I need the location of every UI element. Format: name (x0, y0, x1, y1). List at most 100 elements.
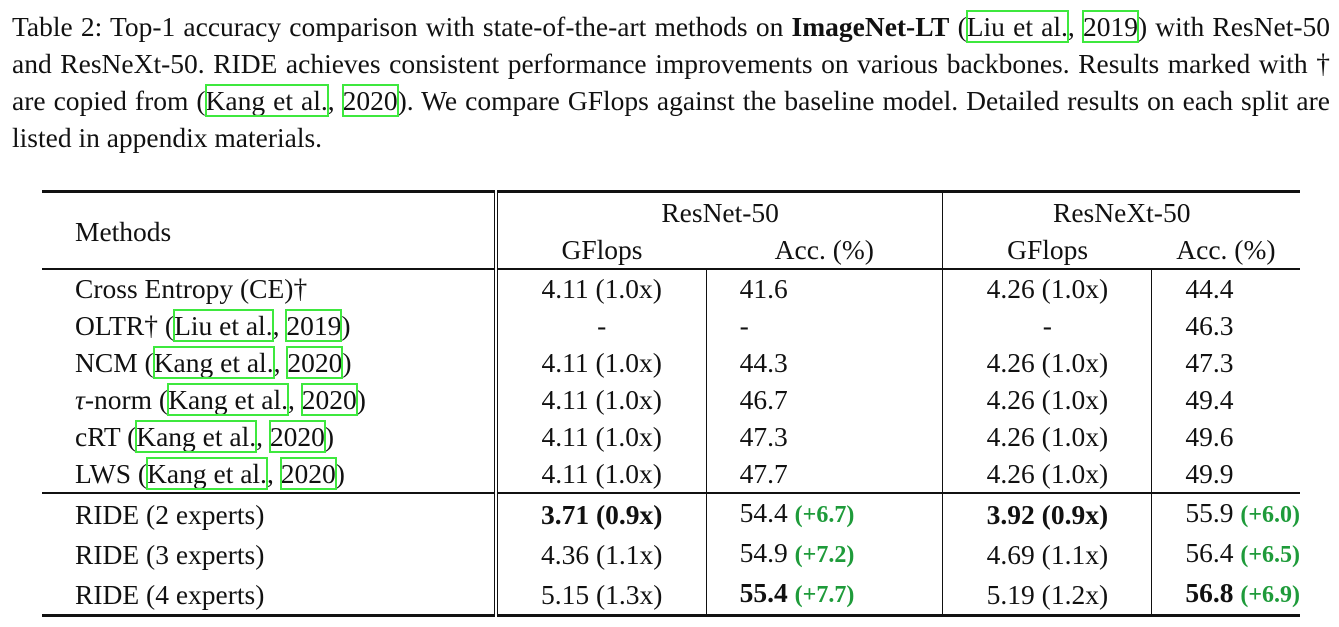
acc-resnet: - (705, 307, 943, 344)
citation-link-year[interactable]: 2020 (300, 383, 358, 416)
method-label-end: ) (335, 458, 345, 489)
method-label: cRT ( (75, 421, 137, 452)
header-acc: Acc. (%) (774, 234, 874, 265)
table-header: Methods ResNet-50 ResNeXt-50 GFlops Acc.… (42, 190, 1300, 269)
acc-resnext: 55.9 (1185, 497, 1234, 528)
table-row: τ-norm (Kang et al., 2020) 4.11 (1.0x) 4… (42, 381, 1300, 418)
gflops-resnet: - (493, 307, 707, 344)
acc-gain-resnet: (+7.2) (794, 542, 855, 568)
gflops-resnet: 4.11 (1.0x) (493, 455, 707, 493)
acc-resnext-cell: 56.4 (+6.5) (1151, 534, 1300, 574)
acc-resnet-cell: 55.4 (+7.7) (705, 574, 943, 617)
table-row: RIDE (4 experts) 5.15 (1.3x) 55.4 (+7.7)… (42, 574, 1300, 617)
table-row: RIDE (3 experts) 4.36 (1.1x) 54.9 (+7.2)… (42, 534, 1300, 574)
citation-link-kang-author[interactable]: Kang et al. (204, 84, 329, 117)
acc-gain-resnext: (+6.9) (1240, 582, 1300, 608)
method-label-end: ) (356, 384, 366, 415)
method-name: Cross Entropy (CE)† (42, 268, 496, 307)
table-row: RIDE (2 experts) 3.71 (0.9x) 54.4 (+6.7)… (42, 492, 1300, 534)
citation-link-author[interactable]: Kang et al. (152, 346, 275, 379)
method-label: LWS ( (75, 458, 148, 489)
gflops-resnext: 4.26 (1.0x) (942, 344, 1152, 381)
method-label: -norm ( (84, 384, 169, 415)
citation-link-liu-author[interactable]: Liu et al. (965, 10, 1069, 43)
header-gflops: GFlops (942, 231, 1152, 269)
table-row: NCM (Kang et al., 2020) 4.11 (1.0x) 44.3… (42, 344, 1300, 381)
citation-link-year[interactable]: 2019 (285, 309, 343, 342)
gflops-resnet: 3.71 (0.9x) (493, 492, 707, 534)
citation-link-author[interactable]: Liu et al. (173, 309, 274, 342)
citation-separator: , (287, 384, 302, 415)
acc-gain-resnet: (+6.7) (794, 502, 855, 528)
acc-resnext: 56.8 (1185, 577, 1234, 608)
gflops-resnext: 4.69 (1.1x) (942, 534, 1152, 574)
header-resnet50: ResNet-50 (493, 190, 943, 231)
dataset-name: ImageNet-LT (791, 11, 950, 42)
acc-gain-resnext: (+6.0) (1240, 502, 1300, 528)
method-name: LWS (Kang et al., 2020) (42, 455, 496, 493)
gflops-resnet: 5.15 (1.3x) (493, 574, 707, 617)
acc-resnet: 46.7 (705, 381, 943, 418)
table-row: LWS (Kang et al., 2020) 4.11 (1.0x) 47.7… (42, 455, 1300, 493)
citation-link-kang-year[interactable]: 2020 (341, 84, 399, 117)
caption-suffix: ). We compare GFlops against the baselin… (12, 85, 1330, 153)
header-resnext50: ResNeXt-50 (942, 190, 1300, 231)
gflops-resnet: 4.11 (1.0x) (493, 381, 707, 418)
citation-link-author[interactable]: Kang et al. (146, 457, 268, 490)
caption-middle: ) with ResNet-50 and ResNeXt-50. RIDE ac… (12, 11, 1330, 116)
caption-paren: ( (949, 11, 967, 42)
citation-separator: , (266, 458, 281, 489)
method-name: cRT (Kang et al., 2020) (42, 418, 496, 455)
acc-gain-resnext: (+6.5) (1240, 542, 1300, 568)
acc-resnext: 46.3 (1151, 307, 1300, 344)
citation-separator: , (256, 421, 270, 452)
citation-link-year[interactable]: 2020 (268, 420, 326, 453)
acc-resnext: 44.4 (1151, 268, 1300, 307)
acc-resnet: 47.3 (705, 418, 943, 455)
citation-separator: , (273, 347, 288, 378)
table-caption: Table 2: Top-1 accuracy comparison with … (12, 8, 1330, 156)
gflops-resnet: 4.36 (1.1x) (493, 534, 707, 574)
method-name: OLTR† (Liu et al., 2019) (42, 307, 496, 344)
gflops-resnext: 4.26 (1.0x) (942, 381, 1152, 418)
acc-resnet-cell: 54.9 (+7.2) (705, 534, 943, 574)
acc-resnext-cell: 56.8 (+6.9) (1151, 574, 1300, 617)
citation-link-year[interactable]: 2020 (279, 457, 337, 490)
gflops-resnext: 4.26 (1.0x) (942, 268, 1152, 307)
table-row: Cross Entropy (CE)† 4.11 (1.0x) 41.6 4.2… (42, 268, 1300, 307)
table-row: cRT (Kang et al., 2020) 4.11 (1.0x) 47.3… (42, 418, 1300, 455)
caption-prefix: Table 2: Top-1 accuracy comparison with … (12, 11, 792, 42)
acc-resnet: 41.6 (705, 268, 943, 307)
citation-link-year[interactable]: 2020 (286, 346, 344, 379)
method-label: OLTR† ( (75, 310, 175, 341)
tau-symbol: τ (75, 384, 85, 415)
header-gflops: GFlops (493, 231, 707, 269)
acc-resnet: 55.4 (739, 577, 788, 608)
gflops-resnext: 4.26 (1.0x) (942, 455, 1152, 493)
method-label: NCM ( (75, 347, 154, 378)
method-name: NCM (Kang et al., 2020) (42, 344, 496, 381)
citation-separator: , (327, 85, 343, 116)
citation-link-author[interactable]: Kang et al. (167, 383, 289, 416)
acc-resnet: 54.4 (739, 497, 788, 528)
acc-resnet: 44.3 (705, 344, 943, 381)
results-table: Methods ResNet-50 ResNeXt-50 GFlops Acc.… (42, 190, 1300, 617)
method-name: τ-norm (Kang et al., 2020) (42, 381, 496, 418)
table-row: OLTR† (Liu et al., 2019) - - - 46.3 (42, 307, 1300, 344)
header-methods: Methods (42, 190, 496, 269)
method-name: RIDE (3 experts) (75, 538, 265, 570)
gflops-resnet: 4.11 (1.0x) (493, 344, 707, 381)
method-label-end: ) (324, 421, 335, 452)
gflops-resnext: 4.26 (1.0x) (942, 418, 1152, 455)
baseline-rows: Cross Entropy (CE)† 4.11 (1.0x) 41.6 4.2… (42, 268, 1300, 493)
citation-link-liu-year[interactable]: 2019 (1081, 10, 1139, 43)
citation-separator: , (1067, 11, 1083, 42)
acc-resnet: 54.9 (739, 537, 788, 568)
method-name: RIDE (2 experts) (42, 492, 496, 534)
citation-link-author[interactable]: Kang et al. (135, 420, 258, 453)
gflops-resnext: 3.92 (0.9x) (942, 492, 1152, 534)
gflops-resnext: 5.19 (1.2x) (942, 574, 1152, 617)
gflops-resnet: 4.11 (1.0x) (493, 268, 707, 307)
acc-resnext: 47.3 (1151, 344, 1300, 381)
acc-gain-resnet: (+7.7) (794, 582, 855, 608)
